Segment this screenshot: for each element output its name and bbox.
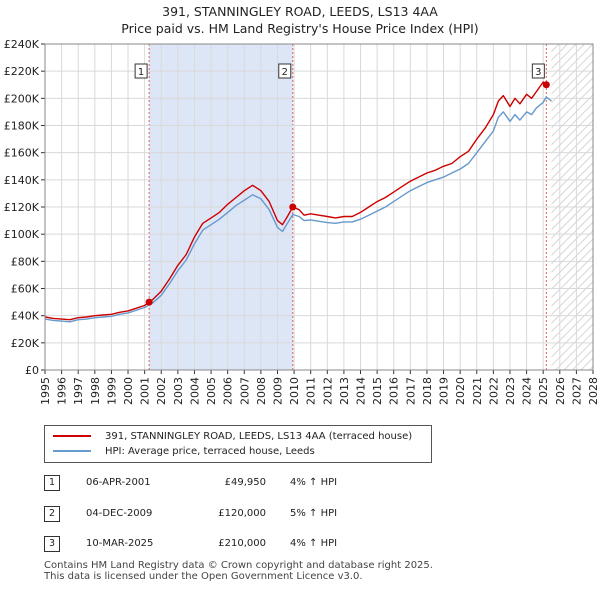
x-tick-label: 2012 [321, 377, 334, 405]
x-tick-label: 2015 [371, 377, 384, 405]
x-tick-label: 2010 [288, 377, 301, 405]
x-tick-label: 2019 [438, 377, 451, 405]
y-tick-label: £160K [4, 147, 40, 160]
x-tick-label: 2004 [188, 377, 201, 405]
x-tick-label: 2017 [404, 377, 417, 405]
sale-hpi-change: 5% ↑ HPI [290, 508, 338, 519]
x-tick-label: 1999 [105, 377, 118, 405]
attribution-footer: Contains HM Land Registry data © Crown c… [44, 560, 433, 582]
x-tick-label: 2024 [521, 377, 534, 405]
legend-swatch-hpi [53, 450, 91, 452]
sale-label-number: 1 [138, 67, 144, 78]
y-tick-label: £40K [11, 310, 40, 323]
sale-label-box [278, 63, 292, 79]
sale-date: 10-MAR-2025 [86, 538, 154, 549]
x-tick-label: 2003 [172, 377, 185, 405]
chart-title: 391, STANNINGLEY ROAD, LEEDS, LS13 4AA P… [0, 3, 600, 37]
x-tick-label: 2013 [338, 377, 351, 405]
x-tick-label: 2020 [454, 377, 467, 405]
price-chart: 1 2 3 £0 £20K £40K £60K £80K £100K £120K £140K £16… [4, 38, 600, 405]
sale-point [145, 298, 153, 306]
x-tick-label: 1995 [39, 377, 52, 405]
footer-line-2: This data is licensed under the Open Gov… [44, 571, 363, 582]
sale-number-badge: 3 [44, 536, 60, 552]
sale-date: 04-DEC-2009 [86, 508, 153, 519]
x-tick-label: 2008 [255, 377, 268, 405]
hpi-line [45, 96, 552, 323]
property-price-line [45, 81, 547, 321]
x-tick-label: 2005 [205, 377, 218, 405]
y-tick-label: £20K [11, 337, 40, 350]
sale-price: £210,000 [218, 538, 266, 549]
y-tick-label: £80K [11, 255, 40, 268]
legend-label-property: 391, STANNINGLEY ROAD, LEEDS, LS13 4AA (… [105, 431, 413, 442]
sale-label-box [134, 63, 148, 79]
y-tick-label: £240K [4, 38, 40, 51]
y-tick-label: £0 [25, 364, 39, 377]
title-line-1: 391, STANNINGLEY ROAD, LEEDS, LS13 4AA [162, 4, 438, 19]
x-tick-label: 2022 [487, 377, 500, 405]
footer-line-1: Contains HM Land Registry data © Crown c… [44, 560, 433, 571]
legend-item-property: 391, STANNINGLEY ROAD, LEEDS, LS13 4AA (… [53, 430, 412, 444]
sale-row: 1 06-APR-2001 £49,950 4% ↑ HPI [0, 475, 600, 491]
legend-swatch-property [53, 435, 91, 437]
sale-hpi-change: 4% ↑ HPI [290, 538, 338, 549]
title-line-2: Price paid vs. HM Land Registry's House … [121, 21, 479, 36]
x-tick-label: 2028 [587, 377, 600, 405]
sale-date: 06-APR-2001 [86, 477, 151, 488]
x-tick-label: 2026 [554, 377, 567, 405]
x-tick-label: 2021 [471, 377, 484, 405]
x-tick-label: 1997 [72, 377, 85, 405]
x-tick-label: 2000 [122, 377, 135, 405]
x-tick-label: 2006 [222, 377, 235, 405]
x-tick-label: 2016 [388, 377, 401, 405]
y-tick-label: £100K [4, 228, 40, 241]
sale-label-number: 2 [282, 67, 288, 78]
x-tick-label: 2001 [139, 377, 152, 405]
sale-point [289, 203, 297, 211]
y-tick-label: £220K [4, 65, 40, 78]
x-tick-label: 2025 [537, 377, 550, 405]
legend-label-hpi: HPI: Average price, terraced house, Leed… [105, 446, 315, 457]
x-tick-label: 2023 [504, 377, 517, 405]
x-tick-label: 2007 [238, 377, 251, 405]
plot-frame [44, 43, 594, 371]
x-tick-label: 2002 [155, 377, 168, 405]
y-tick-label: £140K [4, 174, 40, 187]
sale-point [542, 81, 550, 89]
y-tick-label: £200K [4, 92, 40, 105]
chart-legend: 391, STANNINGLEY ROAD, LEEDS, LS13 4AA (… [44, 425, 432, 463]
x-tick-label: 2018 [421, 377, 434, 405]
x-tick-label: 2011 [305, 377, 318, 405]
legend-item-hpi: HPI: Average price, terraced house, Leed… [53, 445, 315, 459]
sale-label-box [531, 63, 545, 79]
sale-number-badge: 1 [44, 475, 60, 491]
y-tick-label: £180K [4, 120, 40, 133]
sale-row: 2 04-DEC-2009 £120,000 5% ↑ HPI [0, 506, 600, 522]
y-tick-label: £60K [11, 283, 40, 296]
sale-price: £49,950 [224, 477, 266, 488]
y-tick-label: £120K [4, 201, 40, 214]
x-tick-label: 1998 [89, 377, 102, 405]
x-tick-label: 1996 [56, 377, 69, 405]
sale-price: £120,000 [218, 508, 266, 519]
sale-hpi-change: 4% ↑ HPI [290, 477, 338, 488]
x-tick-label: 2009 [271, 377, 284, 405]
sale-label-number: 3 [535, 67, 541, 78]
x-tick-label: 2014 [355, 377, 368, 405]
x-tick-label: 2027 [570, 377, 583, 405]
sale-row: 3 10-MAR-2025 £210,000 4% ↑ HPI [0, 536, 600, 552]
sale-number-badge: 2 [44, 506, 60, 522]
